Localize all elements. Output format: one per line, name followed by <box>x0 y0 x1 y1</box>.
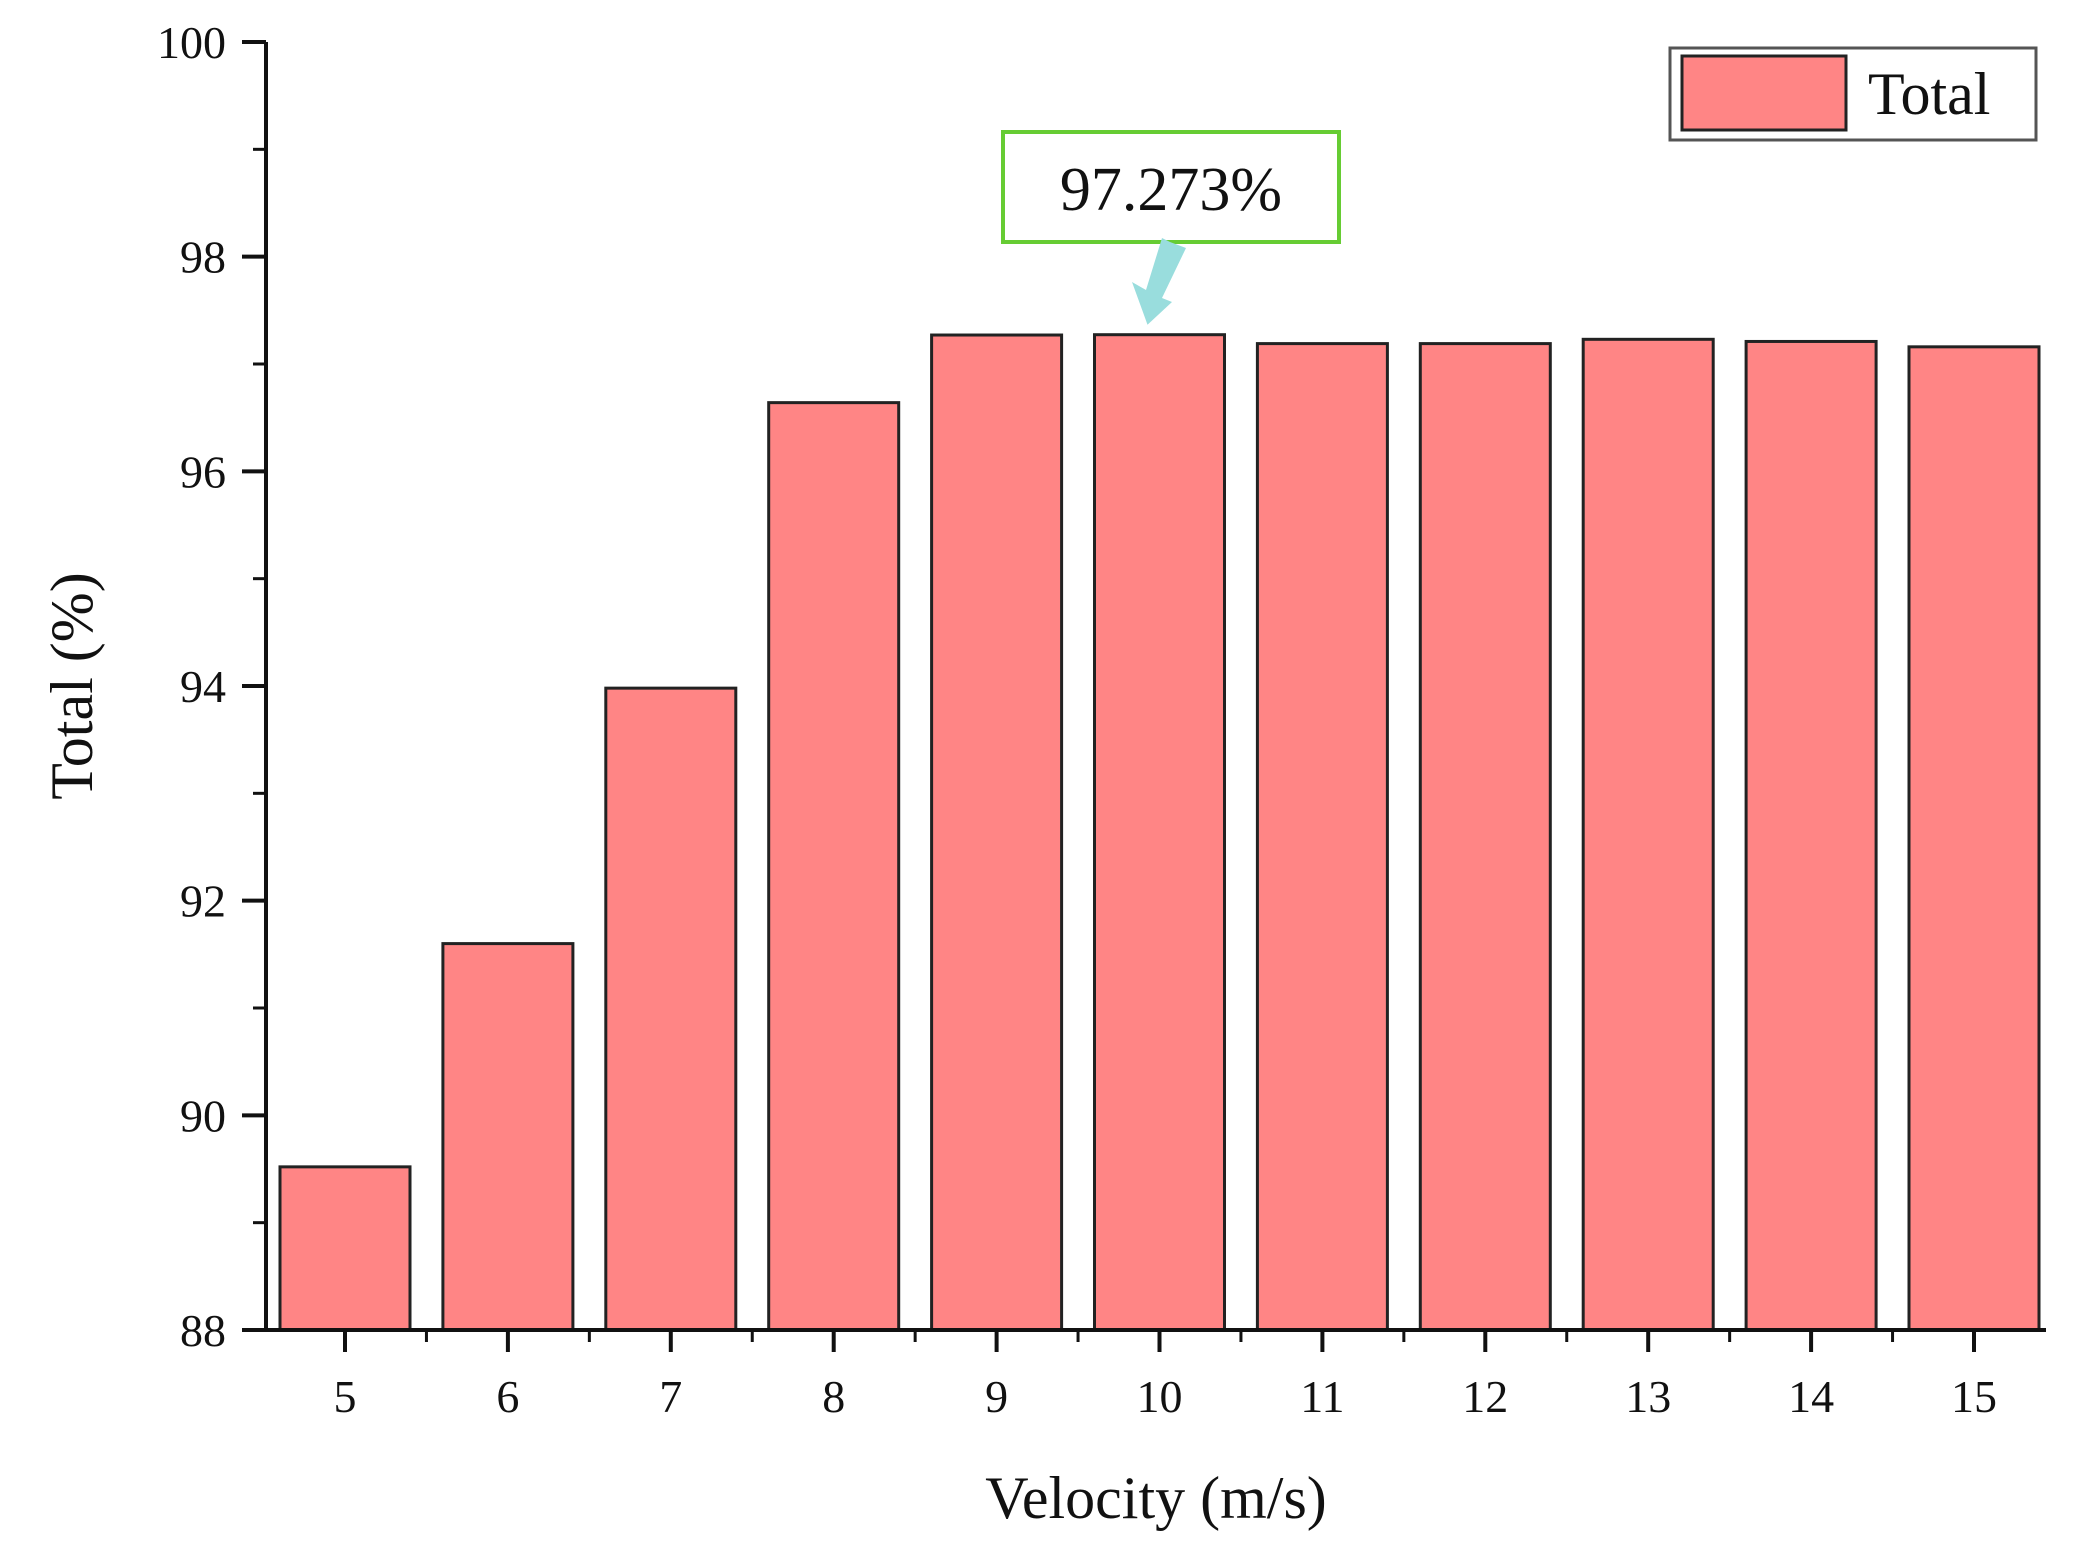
x-tick-label: 15 <box>1951 1371 1997 1422</box>
y-tick-label: 88 <box>180 1305 226 1356</box>
bar-10 <box>1093 333 1226 1332</box>
y-tick-label: 98 <box>180 232 226 283</box>
x-tick-label: 9 <box>985 1371 1008 1422</box>
x-tick-label: 14 <box>1788 1371 1834 1422</box>
x-ticks-group: 5 6 7 8 9 10 11 12 13 14 15 <box>334 1330 1997 1422</box>
bars-group <box>278 333 2041 1332</box>
x-tick-label: 6 <box>496 1371 519 1422</box>
legend-label: Total <box>1868 61 1990 127</box>
y-axis-title: Total (%) <box>39 572 105 799</box>
y-tick-label: 90 <box>180 1090 226 1141</box>
bar-15 <box>1907 345 2041 1332</box>
x-axis-title: Velocity (m/s) <box>985 1465 1327 1531</box>
bar-8 <box>767 401 901 1332</box>
bar-9 <box>930 333 1064 1332</box>
x-tick-label: 11 <box>1300 1371 1344 1422</box>
bar-7 <box>604 686 738 1332</box>
bar-12 <box>1418 342 1552 1332</box>
bar-13 <box>1581 337 1715 1332</box>
bar-14 <box>1744 339 1878 1332</box>
y-tick-label: 100 <box>157 17 226 68</box>
y-ticks-group: 88 90 92 94 96 98 100 <box>157 17 266 1356</box>
annotation-label: 97.273% <box>1060 156 1282 224</box>
annotation-callout: 97.273% <box>1001 130 1341 325</box>
y-tick-label: 96 <box>180 446 226 497</box>
x-tick-label: 10 <box>1137 1371 1183 1422</box>
x-tick-label: 7 <box>659 1371 682 1422</box>
annotation-box <box>1001 130 1341 244</box>
legend: Total <box>1668 46 2038 142</box>
bar-6 <box>441 942 575 1332</box>
legend-swatch <box>1680 54 1848 132</box>
x-tick-label: 13 <box>1625 1371 1671 1422</box>
x-tick-label: 12 <box>1462 1371 1508 1422</box>
bar-11 <box>1255 342 1389 1332</box>
y-tick-label: 92 <box>180 876 226 927</box>
x-tick-label: 5 <box>334 1371 357 1422</box>
x-tick-label: 8 <box>822 1371 845 1422</box>
y-tick-label: 94 <box>180 661 226 712</box>
annotation-arrow-icon <box>1132 238 1186 325</box>
bar-5 <box>278 1165 412 1332</box>
